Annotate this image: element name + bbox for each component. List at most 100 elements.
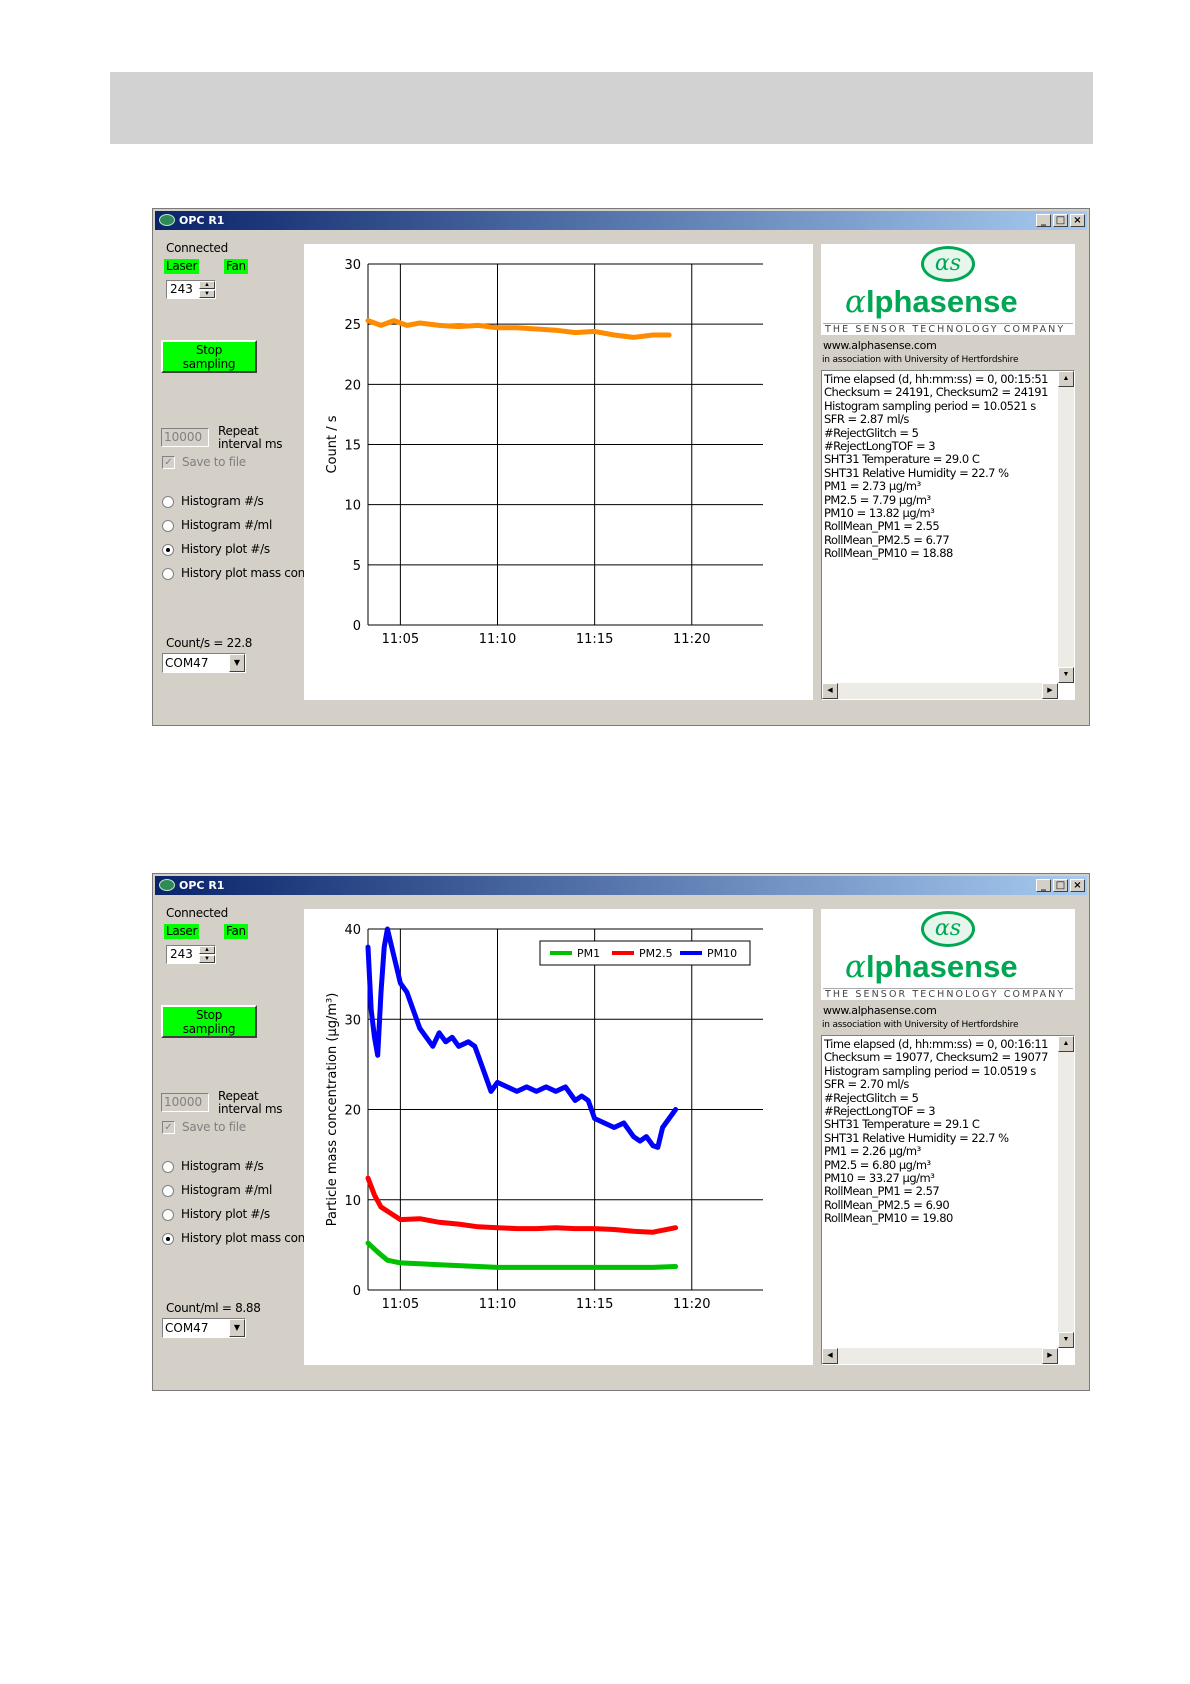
- scroll-up-icon[interactable]: ▲: [1058, 1036, 1074, 1052]
- info-textbox[interactable]: Time elapsed (d, hh:mm:ss) = 0, 00:16:11…: [821, 1035, 1075, 1365]
- laser-indicator: Laser: [164, 259, 200, 274]
- info-lines: Time elapsed (d, hh:mm:ss) = 0, 00:16:11…: [824, 1037, 1048, 1226]
- brand-text: lphasense: [865, 949, 1018, 984]
- close-icon[interactable]: ×: [1070, 214, 1085, 227]
- com-port-select[interactable]: COM47 ▼: [162, 653, 246, 673]
- alphasense-emblem-icon: αs: [921, 911, 975, 947]
- chevron-down-icon[interactable]: ▼: [229, 1319, 245, 1337]
- fan-indicator: Fan: [224, 259, 248, 274]
- radio-histogram-per-ml[interactable]: [162, 520, 174, 532]
- radio-history-plot-per-s[interactable]: [162, 1209, 174, 1221]
- scroll-right-icon[interactable]: ▶: [1042, 683, 1058, 699]
- radio-label-history-plot-per-s: History plot #/s: [181, 542, 270, 556]
- info-line: SHT31 Relative Humidity = 22.7 %: [824, 465, 1009, 480]
- logo-divider: [823, 988, 1073, 989]
- alphasense-logo: αs αlphasense THE SENSOR TECHNOLOGY COMP…: [821, 909, 1075, 1000]
- y-tick-label: 10: [344, 1194, 361, 1209]
- y-tick-label: 25: [344, 318, 361, 333]
- stop-sampling-button[interactable]: Stop sampling: [161, 340, 257, 373]
- vertical-scrollbar[interactable]: ▲ ▼: [1058, 1036, 1074, 1348]
- maximize-icon[interactable]: □: [1053, 879, 1068, 892]
- info-line: RollMean_PM10 = 18.88: [824, 546, 953, 561]
- stop-sampling-button[interactable]: Stop sampling: [161, 1005, 257, 1038]
- info-line: PM1 = 2.73 µg/m³: [824, 479, 921, 494]
- y-axis-label: Particle mass concentration (µg/m³): [325, 993, 340, 1227]
- info-lines: Time elapsed (d, hh:mm:ss) = 0, 00:15:51…: [824, 372, 1048, 561]
- stepper-up-icon[interactable]: ▲: [199, 281, 215, 289]
- history-chart: 0 10 20 30 40 11:05 11:10 11:15 11:20 Particle ma…: [304, 909, 813, 1365]
- y-tick-label: 5: [353, 559, 361, 574]
- info-textbox[interactable]: Time elapsed (d, hh:mm:ss) = 0, 00:15:51…: [821, 370, 1075, 700]
- history-chart: 0 5 10 15 20 25 30 11:05 11:10 11:15 11:20 Count / …: [304, 244, 813, 700]
- y-tick-label: 30: [344, 258, 361, 273]
- website-url[interactable]: www.alphasense.com: [823, 339, 937, 352]
- info-line: RollMean_PM2.5 = 6.90: [824, 1197, 950, 1212]
- info-line: RollMean_PM2.5 = 6.77: [824, 532, 950, 547]
- repeat-label: Repeat: [218, 1089, 259, 1103]
- stepper-value: 243: [170, 947, 193, 961]
- scroll-down-icon[interactable]: ▼: [1058, 667, 1074, 683]
- radio-histogram-per-s[interactable]: [162, 1161, 174, 1173]
- info-line: SHT31 Temperature = 29.1 C: [824, 1117, 980, 1132]
- info-line: Histogram sampling period = 10.0521 s: [824, 398, 1036, 413]
- save-to-file-checkbox[interactable]: ✓: [162, 1121, 175, 1134]
- radio-history-plot-mass[interactable]: [162, 568, 174, 580]
- info-line: SFR = 2.87 ml/s: [824, 412, 909, 427]
- fan-indicator: Fan: [224, 924, 248, 939]
- vertical-scrollbar[interactable]: ▲ ▼: [1058, 371, 1074, 683]
- scroll-up-icon[interactable]: ▲: [1058, 371, 1074, 387]
- series-line-pm10: [365, 926, 679, 1150]
- radio-histogram-per-s[interactable]: [162, 496, 174, 508]
- scroll-left-icon[interactable]: ◀: [822, 1348, 838, 1364]
- title-bar[interactable]: OPC R1 _ □ ×: [155, 211, 1087, 230]
- opc-window-mass: OPC R1 _ □ × Connected Laser Fan 243 ▲ ▼…: [152, 873, 1090, 1391]
- y-tick-label: 0: [353, 1284, 361, 1299]
- scroll-down-icon[interactable]: ▼: [1058, 1332, 1074, 1348]
- radio-history-plot-per-s[interactable]: [162, 544, 174, 556]
- title-bar[interactable]: OPC R1 _ □ ×: [155, 876, 1087, 895]
- repeat-interval-input[interactable]: 10000: [161, 1093, 209, 1112]
- radio-label-histogram-per-s: Histogram #/s: [181, 1159, 264, 1173]
- alphasense-emblem-icon: αs: [921, 246, 975, 282]
- brand-wordmark: αlphasense: [845, 284, 1018, 320]
- stepper-up-icon[interactable]: ▲: [199, 946, 215, 954]
- stepper-down-icon[interactable]: ▼: [199, 290, 215, 298]
- y-tick-label: 20: [344, 1104, 361, 1119]
- radio-histogram-per-ml[interactable]: [162, 1185, 174, 1197]
- y-tick-label: 30: [344, 1013, 361, 1028]
- info-line: Checksum = 19077, Checksum2 = 19077: [824, 1050, 1048, 1065]
- radio-label-histogram-per-ml: Histogram #/ml: [181, 518, 272, 532]
- laser-power-stepper[interactable]: 243 ▲ ▼: [166, 945, 216, 964]
- laser-indicator: Laser: [164, 924, 200, 939]
- close-icon[interactable]: ×: [1070, 879, 1085, 892]
- horizontal-scrollbar[interactable]: ◀ ▶: [822, 683, 1058, 699]
- website-url[interactable]: www.alphasense.com: [823, 1004, 937, 1017]
- info-line: PM2.5 = 6.80 µg/m³: [824, 1157, 931, 1172]
- repeat-interval-input[interactable]: 10000: [161, 428, 209, 447]
- maximize-icon[interactable]: □: [1053, 214, 1068, 227]
- info-line: Checksum = 24191, Checksum2 = 24191: [824, 385, 1048, 400]
- chevron-down-icon[interactable]: ▼: [229, 654, 245, 672]
- save-to-file-checkbox[interactable]: ✓: [162, 456, 175, 469]
- chart-svg: 0 10 20 30 40 11:05 11:10 11:15 11:20 Particle ma…: [325, 923, 763, 1312]
- radio-history-plot-mass[interactable]: [162, 1233, 174, 1245]
- legend-label: PM1: [577, 947, 600, 960]
- minimize-icon[interactable]: _: [1036, 879, 1051, 892]
- logo-divider: [823, 323, 1073, 324]
- repeat-label: Repeat: [218, 424, 259, 438]
- series-line-pm25: [365, 1175, 679, 1235]
- laser-power-stepper[interactable]: 243 ▲ ▼: [166, 280, 216, 299]
- stepper-down-icon[interactable]: ▼: [199, 955, 215, 963]
- info-line: PM1 = 2.26 µg/m³: [824, 1144, 921, 1159]
- scroll-right-icon[interactable]: ▶: [1042, 1348, 1058, 1364]
- com-port-select[interactable]: COM47 ▼: [162, 1318, 246, 1338]
- info-line: #RejectGlitch = 5: [824, 1090, 919, 1105]
- scroll-left-icon[interactable]: ◀: [822, 683, 838, 699]
- x-tick-label: 11:20: [673, 632, 710, 647]
- y-tick-label: 10: [344, 499, 361, 514]
- brand-text: lphasense: [865, 284, 1018, 319]
- info-line: #RejectLongTOF = 3: [824, 439, 936, 454]
- y-tick-label: 0: [353, 619, 361, 634]
- horizontal-scrollbar[interactable]: ◀ ▶: [822, 1348, 1058, 1364]
- minimize-icon[interactable]: _: [1036, 214, 1051, 227]
